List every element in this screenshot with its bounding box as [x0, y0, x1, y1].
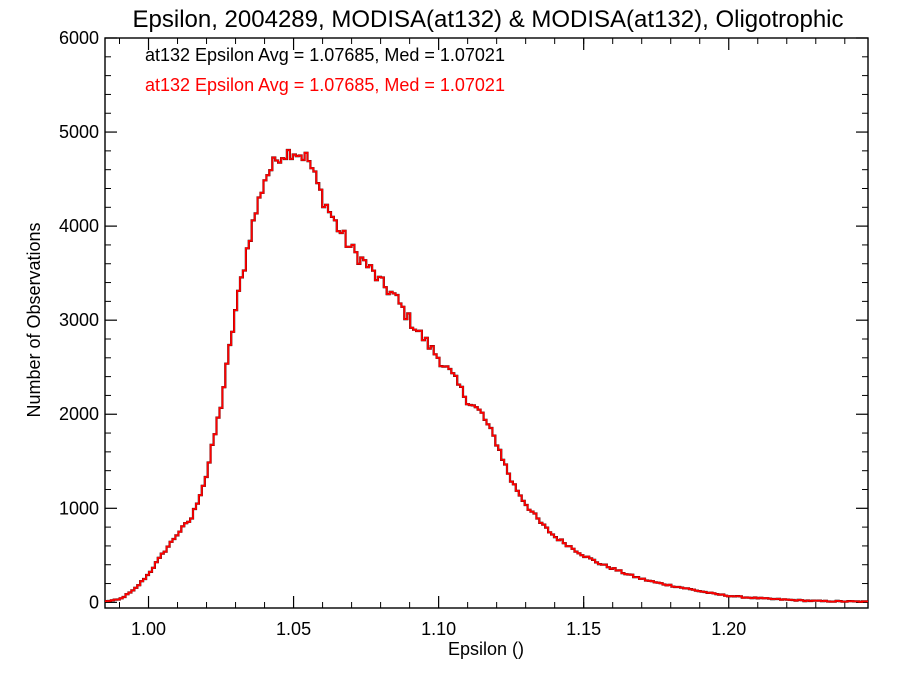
x-tick-label: 1.20: [711, 619, 746, 639]
x-tick-label: 1.05: [276, 619, 311, 639]
x-tick-label: 1.15: [566, 619, 601, 639]
y-axis-label: Number of Observations: [24, 222, 44, 417]
histogram-series-red: [105, 149, 868, 603]
x-tick-label: 1.00: [131, 619, 166, 639]
y-tick-label: 4000: [59, 216, 99, 236]
chart-title: Epsilon, 2004289, MODISA(at132) & MODISA…: [133, 6, 844, 33]
plot-frame: [104, 37, 869, 609]
legend-annotation-black: at132 Epsilon Avg = 1.07685, Med = 1.070…: [145, 45, 505, 65]
series-layer: [105, 148, 868, 603]
y-tick-label: 3000: [59, 310, 99, 330]
y-tick-label: 1000: [59, 498, 99, 518]
x-axis-label: Epsilon (): [448, 639, 524, 659]
y-tick-label: 5000: [59, 122, 99, 142]
x-tick-label: 1.10: [421, 619, 456, 639]
x-axis-ticks: 1.00 1.05 1.10 1.15 1.20: [119, 38, 846, 639]
y-tick-label: 6000: [59, 28, 99, 48]
y-tick-label: 2000: [59, 404, 99, 424]
y-axis-ticks: 0 1000 2000 3000 4000 5000 6000: [59, 28, 868, 612]
y-tick-label: 0: [89, 592, 99, 612]
histogram-series-black: [105, 148, 868, 603]
legend-annotation-red: at132 Epsilon Avg = 1.07685, Med = 1.070…: [145, 75, 505, 95]
